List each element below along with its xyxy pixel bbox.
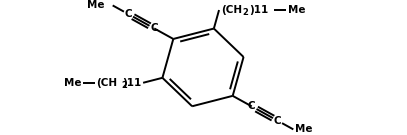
Text: 2: 2 [121,81,127,90]
Text: Me: Me [295,124,313,134]
Text: (CH: (CH [96,78,117,88]
Text: 2: 2 [242,8,248,17]
Text: C: C [274,116,282,126]
Text: )11: )11 [122,78,141,88]
Text: C: C [151,23,158,33]
Text: C: C [125,9,132,19]
Text: C: C [248,101,256,111]
Text: )11: )11 [249,5,268,15]
Text: Me: Me [288,5,306,15]
Text: Me: Me [87,0,105,10]
Text: Me: Me [63,78,81,88]
Text: (CH: (CH [221,5,242,15]
